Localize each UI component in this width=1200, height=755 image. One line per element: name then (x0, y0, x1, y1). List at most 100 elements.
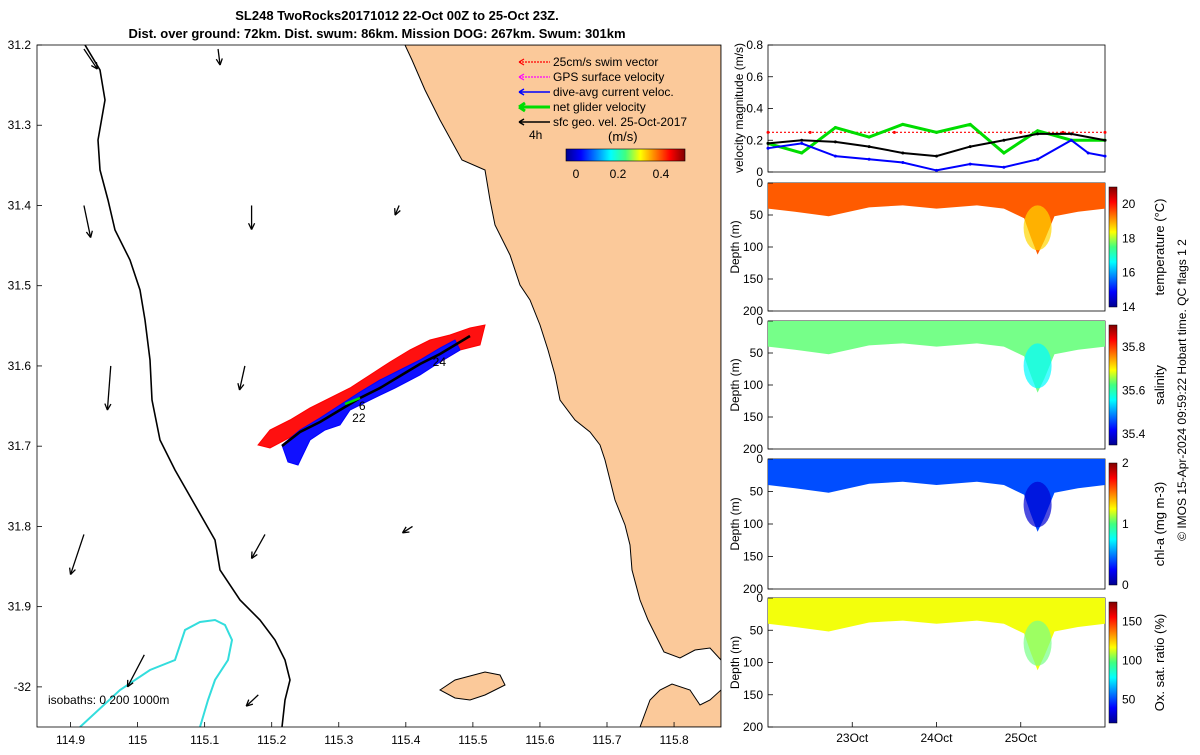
section-temperature: 0 50 100 150 200 Depth (m) 14 16 18 20 temperature… (728, 176, 1167, 318)
land-south-point (639, 683, 721, 727)
velocity-point (833, 140, 837, 144)
section-ylabel: Depth (m) (728, 220, 742, 273)
map-xtick-label: 115.1 (190, 733, 219, 747)
geovel-arrow (247, 205, 256, 230)
velocity-point (1002, 138, 1006, 142)
section-ytick-label: 0 (756, 176, 763, 190)
velocity-point (1103, 154, 1107, 158)
legend-4h-label: 4h (529, 128, 542, 142)
map-ytick-label: 31.2 (8, 38, 32, 52)
section-salinity: 0 50 100 150 200 Depth (m) 35.4 35.6 35.8 salinit… (728, 314, 1167, 456)
velocity-point (901, 122, 905, 126)
geovel-arrow (394, 205, 401, 216)
geovel-arrow (250, 534, 266, 560)
velocity-frame (767, 44, 1106, 173)
geovel-arrows (68, 48, 413, 707)
date-tick-label: 25Oct (1005, 731, 1038, 745)
track-label: 24 (433, 355, 447, 369)
map-ytick-label: -32 (14, 680, 32, 694)
geovel-arrow (126, 654, 145, 688)
velocity-point (1103, 138, 1107, 142)
section-ytick-label: 100 (743, 656, 763, 670)
section-ytick-label: 50 (750, 346, 764, 360)
section-colorbar (1108, 462, 1118, 586)
map-xtick-label: 115.5 (458, 733, 487, 747)
velocity-point (1069, 138, 1073, 142)
track-labels: 24 622 (352, 355, 446, 425)
section-field (768, 459, 1105, 532)
velocity-point (766, 141, 770, 145)
geovel-arrow (83, 48, 98, 70)
section-ylabel: Depth (m) (728, 636, 742, 689)
colorbar-tick-label: 0 (1122, 578, 1129, 592)
velocity-point (935, 168, 938, 172)
map-ytick-label: 31.7 (8, 439, 32, 453)
map-ytick-label: 31.3 (8, 118, 32, 132)
colorbar-label: temperature (°C) (1152, 199, 1167, 296)
geovel-arrow (104, 365, 112, 411)
velocity-point (901, 151, 905, 155)
section-colorbar (1108, 324, 1118, 446)
section-eddy-feature (1023, 205, 1052, 251)
map-frame (36, 44, 722, 728)
section-ytick-label: 50 (750, 485, 764, 499)
velocity-ytick-label: 0.8 (746, 38, 763, 52)
colorbar-title: (m/s) (608, 129, 638, 144)
section-ytick-label: 150 (743, 550, 763, 564)
colorbar-tick-label: 20 (1122, 197, 1136, 211)
map-xtick-label: 115.7 (592, 733, 621, 747)
dac-patch (281, 339, 461, 466)
velocity-panel: 0 0.2 0.4 0.6 0.8 velocity magnitude (m/s) (732, 38, 1107, 179)
geovel-arrow (83, 205, 93, 238)
colorbar-tick-label: 150 (1122, 615, 1142, 629)
colorbar-tick-label: 18 (1122, 231, 1136, 245)
velocity-point (1036, 132, 1040, 136)
velocity-point (1036, 157, 1040, 161)
section-field (768, 598, 1105, 671)
velocity-point (766, 130, 770, 134)
isobath-1000m (79, 618, 234, 727)
map-ytick-label: 31.9 (8, 600, 32, 614)
colorbar-label: chl-a (mg m-3) (1152, 482, 1167, 567)
velocity-point (968, 162, 972, 166)
velocity-point (800, 151, 804, 155)
section-colorbar (1108, 186, 1118, 308)
velocity-point (808, 130, 812, 134)
section-ytick-label: 0 (756, 314, 763, 328)
colorbar-tick-label: 35.4 (1122, 427, 1146, 441)
legend-label-dac: dive-avg current veloc. (553, 85, 674, 99)
velocity-point (766, 146, 770, 150)
velocity-ytick-label: 0.4 (746, 102, 763, 116)
map-xtick-label: 114.9 (56, 733, 85, 747)
section-ytick-label: 200 (743, 720, 763, 734)
velocity-point (833, 154, 837, 158)
velocity-point (968, 145, 972, 149)
velocity-ytick-label: 0 (756, 165, 763, 179)
section-ytick-label: 200 (743, 442, 763, 456)
velocity-point (1002, 165, 1006, 169)
map-xtick-label: 115.8 (659, 733, 688, 747)
velocity-point (901, 160, 905, 164)
colorbar-tick-label: 50 (1122, 693, 1136, 707)
section-field (768, 183, 1105, 255)
isobath-label: isobaths: 0 200 1000m (48, 693, 169, 707)
section-field (768, 321, 1105, 393)
map-xtick-label: 115 (128, 733, 147, 747)
map-ticks: 114.9 115 115.1 115.2 115.3 115.4 115.5 115.6 11… (8, 38, 689, 747)
colorbar-tick-0: 0 (573, 167, 580, 181)
colorbar-tick-label: 100 (1122, 654, 1142, 668)
geovel-arrow (215, 48, 223, 66)
map-xtick-label: 115.2 (257, 733, 286, 747)
geovel-arrow (401, 525, 413, 534)
geovel-arrow (68, 534, 85, 576)
section-ytick-label: 100 (743, 517, 763, 531)
speed-colorbar (565, 148, 686, 162)
map-legend: 25cm/s swim vector GPS surface velocity … (518, 55, 687, 181)
date-tick-label: 23Oct (836, 731, 869, 745)
colorbar-tick-label: 16 (1122, 266, 1136, 280)
colorbar-label: Ox. sat. ratio (%) (1152, 614, 1167, 712)
section-chl-a: 0 50 100 150 200 Depth (m) 0 1 2 chl-a (mg m-3) (728, 452, 1167, 596)
section-ytick-label: 100 (743, 240, 763, 254)
velocity-ylabel: velocity magnitude (m/s) (732, 43, 746, 173)
